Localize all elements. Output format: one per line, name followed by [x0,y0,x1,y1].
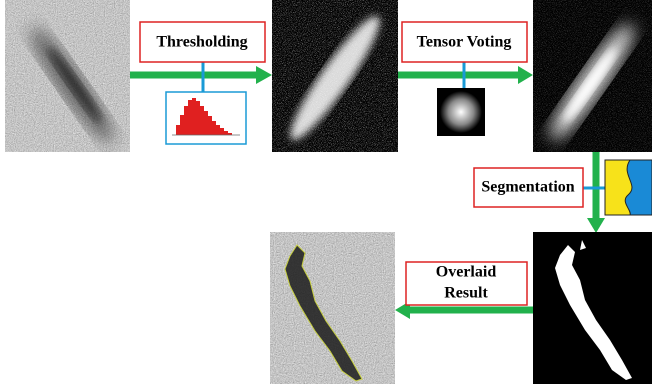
page: Thresholding Tensor Voting [0,0,652,387]
pipeline-diagram: Thresholding Tensor Voting [0,0,652,387]
step-label: Overlaid [436,264,497,281]
overlaid-image [270,232,395,384]
arrow-head [518,66,533,84]
step-label: Thresholding [156,34,247,51]
mask-image [533,232,652,384]
step-label: Tensor Voting [417,34,512,51]
arrow-head [587,218,605,233]
voting-field-blob [440,91,482,133]
arrow-head [256,66,272,84]
histogram-icon [166,92,246,144]
step-label: Segmentation [481,179,574,196]
threshold-image [272,0,398,152]
segmentation-icon [605,160,652,215]
voting-image [533,0,652,152]
input-image [5,0,130,152]
step-label: Result [444,285,488,302]
